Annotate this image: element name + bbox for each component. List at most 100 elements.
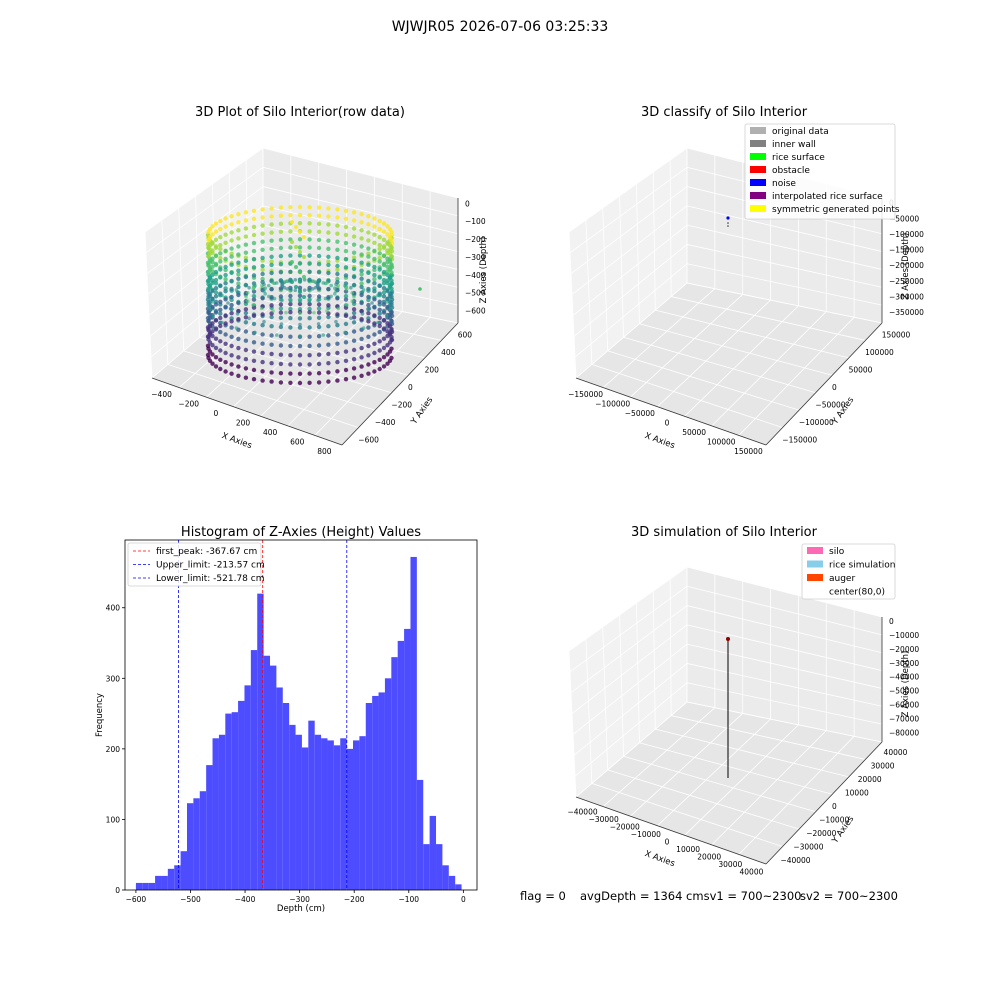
axes-pane-right (263, 148, 458, 323)
histogram-bar (384, 678, 392, 890)
raw-data-point (260, 378, 265, 383)
x-tick-label: −200 (344, 895, 365, 904)
raw-data-point (218, 243, 223, 248)
histogram-bar (378, 692, 385, 890)
raw-data-point (366, 222, 371, 227)
raw-data-point (372, 297, 377, 302)
axes-gridline (574, 263, 688, 358)
noise-point (727, 222, 729, 224)
raw-data-point (326, 214, 331, 219)
histogram-y-ticks: 0 100 200 300 400 (106, 604, 125, 895)
raw-data-point (359, 300, 364, 306)
raw-data-point (223, 256, 228, 262)
raw-data-point (269, 324, 274, 329)
axes-gridline (686, 663, 883, 707)
raw-data-point (335, 263, 340, 269)
raw-data-point (278, 245, 284, 251)
raw-data-point (210, 240, 215, 245)
raw-data-point (229, 311, 234, 316)
axes-gridline (686, 205, 883, 252)
raw-data-point (307, 353, 312, 358)
raw-data-point (351, 218, 357, 223)
histogram-xlabel: Depth (cm) (277, 904, 325, 914)
raw-data-point (269, 286, 274, 292)
raw-data-point (359, 212, 364, 217)
raw-data-point (350, 299, 355, 304)
raw-data-point (381, 253, 387, 259)
raw-data-point (298, 311, 302, 316)
y-tick-label: −30000 (793, 843, 823, 852)
raw-data-point (247, 316, 251, 321)
histogram-bar (174, 865, 181, 890)
axes-gridline (619, 195, 624, 338)
axes-gridline (571, 624, 688, 714)
raw-data-point (351, 255, 357, 260)
axes-gridline (686, 605, 883, 654)
raw-data-point (211, 300, 215, 304)
raw-data-point (278, 221, 284, 226)
raw-data-point (278, 270, 284, 275)
y-tick-label: −20000 (806, 829, 836, 838)
raw-data-point (389, 254, 394, 259)
axes-gridline (671, 296, 866, 341)
raw-data-point (260, 359, 265, 365)
raw-data-point (269, 303, 274, 308)
raw-data-point (253, 330, 257, 335)
raw-data-point (243, 347, 249, 353)
histogram-legend: first_peak: -367.67 cm Upper_limit: -213.… (127, 542, 265, 587)
raw-data-point (213, 355, 219, 360)
y-tick-label: 100000 (865, 348, 894, 357)
raw-data-point (288, 205, 293, 210)
raw-data-point (220, 320, 224, 325)
classify-legend-swatch (750, 179, 766, 186)
raw-data-point (359, 355, 364, 360)
axes-edge (151, 377, 343, 446)
histogram-bar (404, 628, 411, 890)
raw-data-point (236, 228, 241, 233)
raw-data-point (260, 276, 265, 282)
raw-data-point (223, 369, 228, 374)
raw-data-point (207, 259, 213, 264)
raw-data-point (381, 336, 387, 341)
z-tick-label: −40000 (889, 673, 919, 682)
raw-data-point (316, 361, 322, 367)
y-tick-label: 150000 (882, 331, 911, 340)
histogram-bar (276, 687, 283, 890)
raw-data-point (335, 207, 340, 212)
raw-data-point (349, 316, 353, 321)
raw-data-point (343, 216, 349, 221)
histogram-bar (391, 657, 398, 890)
axes-gridline (623, 755, 816, 813)
raw-data-point (246, 299, 250, 304)
raw-data-point (316, 343, 322, 348)
raw-data-point (366, 262, 371, 267)
raw-data-point (269, 262, 274, 268)
raw-data-point (366, 302, 371, 308)
raw-data-point (359, 228, 364, 233)
raw-data-point (236, 281, 241, 286)
histogram-bar (448, 875, 456, 890)
axes-gridline (161, 219, 169, 365)
axes-gridline (711, 730, 827, 846)
raw-data-point (223, 289, 228, 294)
axes-gridline (669, 159, 672, 297)
raw-data-point (229, 246, 234, 251)
axes-edge (575, 796, 767, 865)
raw-data-point (243, 320, 249, 325)
raw-data-point (223, 216, 228, 221)
raw-data-point (223, 264, 228, 270)
raw-data-point (326, 230, 331, 235)
raw-data-point (326, 361, 331, 366)
histogram-bar (193, 798, 200, 890)
raw-data-point (321, 333, 326, 337)
raw-data-point (351, 366, 357, 371)
classify-legend-swatch (750, 140, 766, 147)
classify-legend-swatch (750, 153, 766, 160)
histogram-bar (238, 700, 245, 890)
raw-data-point (288, 371, 293, 376)
axes-gridline (639, 742, 833, 795)
raw-data-point (351, 274, 357, 280)
axes-gridline (686, 244, 883, 288)
raw-data-point (381, 221, 387, 226)
raw-data-point (298, 250, 302, 254)
